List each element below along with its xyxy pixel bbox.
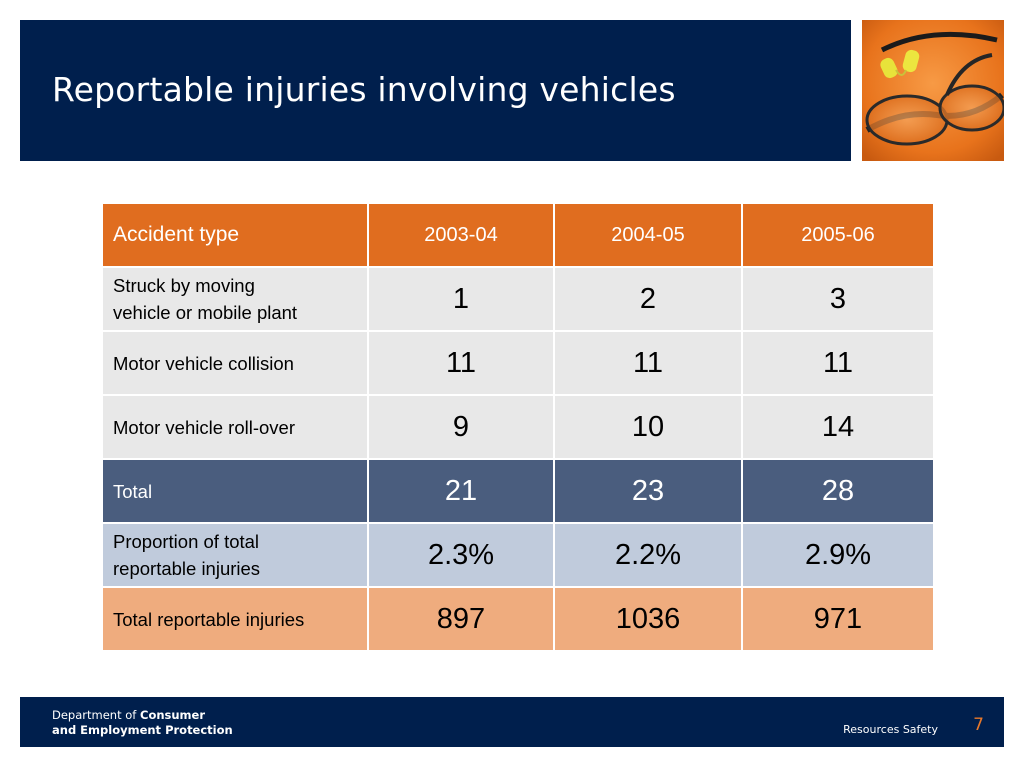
table-cell: 11: [741, 330, 935, 396]
table-cell: 2: [553, 266, 743, 332]
row-label-line1: Struck by moving: [113, 275, 255, 296]
row-label: Total reportable injuries: [101, 586, 369, 652]
table-cell: 28: [741, 458, 935, 524]
safety-glasses-photo: [862, 20, 1004, 161]
column-header-2003-04: 2003-04: [367, 202, 555, 268]
table-cell: 897: [367, 586, 555, 652]
table-row-total-reportable: Total reportable injuries 897 1036 971: [101, 586, 935, 652]
dept-bold-line2: and Employment Protection: [52, 723, 233, 737]
department-name: Department of Consumer and Employment Pr…: [52, 708, 233, 738]
brand-label: Resources Safety: [843, 723, 938, 736]
table-row: Motor vehicle roll-over 9 10 14: [101, 394, 935, 460]
column-header-2004-05: 2004-05: [553, 202, 743, 268]
dept-prefix: Department of: [52, 708, 140, 722]
table-header-row: Accident type 2003-04 2004-05 2005-06: [101, 202, 935, 268]
table-cell: 2.3%: [367, 522, 555, 588]
table-cell: 9: [367, 394, 555, 460]
table-row: Motor vehicle collision 11 11 11: [101, 330, 935, 396]
row-label: Total: [101, 458, 369, 524]
row-label: Proportion of total reportable injuries: [101, 522, 369, 588]
table-row-total: Total 21 23 28: [101, 458, 935, 524]
table-cell: 10: [553, 394, 743, 460]
row-label-line1: Proportion of total: [113, 531, 260, 552]
table-cell: 23: [553, 458, 743, 524]
title-bar: Reportable injuries involving vehicles: [20, 20, 851, 161]
table-cell: 21: [367, 458, 555, 524]
table-row-proportion: Proportion of total reportable injuries …: [101, 522, 935, 588]
row-label-line2: vehicle or mobile plant: [113, 302, 298, 323]
table-cell: 11: [367, 330, 555, 396]
row-label: Motor vehicle collision: [101, 330, 369, 396]
table-row: Struck by moving vehicle or mobile plant…: [101, 266, 935, 332]
dept-bold-line1: Consumer: [140, 708, 206, 722]
row-label-line2: reportable injuries: [113, 558, 261, 579]
table-cell: 1036: [553, 586, 743, 652]
column-header-2005-06: 2005-06: [741, 202, 935, 268]
column-header-accident-type: Accident type: [101, 202, 369, 268]
safety-glasses-icon: [862, 20, 1004, 161]
table-cell: 1: [367, 266, 555, 332]
footer-bar: Department of Consumer and Employment Pr…: [20, 697, 1004, 747]
slide-title: Reportable injuries involving vehicles: [52, 70, 676, 109]
table-cell: 2.9%: [741, 522, 935, 588]
table-cell: 11: [553, 330, 743, 396]
row-label: Struck by moving vehicle or mobile plant: [101, 266, 369, 332]
table-cell: 971: [741, 586, 935, 652]
row-label: Motor vehicle roll-over: [101, 394, 369, 460]
page-number: 7: [973, 715, 984, 735]
table-cell: 14: [741, 394, 935, 460]
injuries-table: Accident type 2003-04 2004-05 2005-06 St…: [101, 202, 935, 652]
table-cell: 2.2%: [553, 522, 743, 588]
table-cell: 3: [741, 266, 935, 332]
